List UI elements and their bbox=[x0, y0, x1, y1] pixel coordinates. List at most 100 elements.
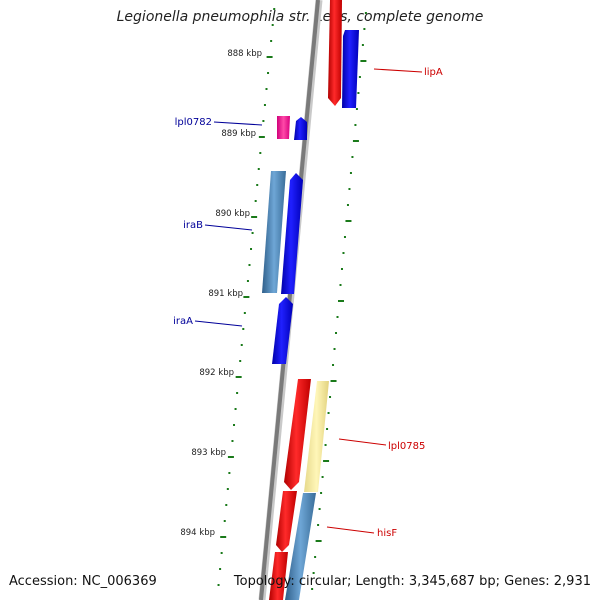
tick-mark bbox=[343, 236, 346, 238]
tick-mark bbox=[333, 348, 336, 350]
tick-mark bbox=[239, 360, 242, 362]
kbp-label-888: 888 kbp bbox=[227, 49, 262, 59]
tick-mark bbox=[231, 440, 234, 442]
tick-mark bbox=[251, 232, 254, 234]
tick-mark bbox=[223, 520, 226, 522]
tick-mark bbox=[326, 428, 329, 430]
tick-mark bbox=[330, 380, 337, 382]
tick-mark bbox=[270, 40, 273, 42]
tick-mark bbox=[227, 456, 234, 458]
tick-mark bbox=[314, 556, 317, 558]
gene-lpl0785[interactable] bbox=[304, 381, 329, 492]
tick-mark bbox=[335, 332, 338, 334]
tick-mark bbox=[363, 28, 366, 30]
tick-mark bbox=[243, 296, 250, 298]
gene-small-blue[interactable] bbox=[294, 117, 307, 140]
genome-backbone bbox=[259, 0, 320, 600]
tick-mark bbox=[273, 8, 276, 10]
leader-iraA bbox=[194, 320, 243, 327]
topology-summary: Topology: circular; Length: 3,345,687 bp… bbox=[233, 574, 591, 589]
leader-lipA bbox=[373, 68, 423, 73]
tick-mark bbox=[235, 376, 242, 378]
gene-iraB[interactable] bbox=[262, 171, 286, 293]
tick-mark bbox=[338, 300, 344, 302]
tick-marks bbox=[217, 8, 367, 590]
tick-mark bbox=[263, 104, 266, 106]
tick-mark bbox=[336, 316, 339, 318]
tick-mark bbox=[355, 108, 358, 110]
tick-mark bbox=[349, 172, 352, 174]
tick-mark bbox=[219, 568, 222, 570]
tick-mark bbox=[320, 492, 323, 494]
tick-mark bbox=[312, 572, 315, 574]
tick-mark bbox=[342, 252, 345, 254]
gene-label-lpl0782[interactable]: lpl0782 bbox=[175, 117, 212, 128]
gene-label-lpl0785[interactable]: lpl0785 bbox=[388, 441, 425, 452]
kbp-label-892: 892 kbp bbox=[199, 368, 234, 378]
tick-mark bbox=[271, 24, 274, 26]
tick-mark bbox=[262, 120, 265, 122]
gene-iraA[interactable] bbox=[272, 297, 293, 364]
kbp-label-890: 890 kbp bbox=[215, 209, 250, 219]
leader-iraB bbox=[204, 224, 253, 231]
tick-mark bbox=[246, 280, 249, 282]
tick-mark bbox=[251, 216, 258, 218]
tick-mark bbox=[266, 56, 273, 58]
tick-mark bbox=[217, 584, 220, 586]
tick-mark bbox=[258, 136, 265, 138]
gene-lpl0782[interactable] bbox=[277, 116, 290, 139]
tick-mark bbox=[233, 424, 236, 426]
gene-lipA[interactable] bbox=[342, 30, 359, 108]
leader-hisF bbox=[326, 526, 375, 534]
tick-mark bbox=[339, 284, 342, 286]
gene-red-lower[interactable] bbox=[284, 379, 311, 490]
gene-iraB-blue[interactable] bbox=[281, 173, 303, 294]
gene-label-iraA[interactable]: iraA bbox=[173, 316, 193, 327]
map-title: Legionella pneumophila str. Lens, comple… bbox=[116, 9, 484, 25]
tick-mark bbox=[364, 12, 367, 14]
gene-red-top[interactable] bbox=[328, 0, 342, 106]
tick-mark bbox=[321, 476, 324, 478]
tick-mark bbox=[354, 124, 357, 126]
gene-red-bottom[interactable] bbox=[269, 552, 288, 600]
leader-lpl0782 bbox=[213, 121, 263, 126]
tick-mark bbox=[332, 364, 335, 366]
gene-label-lipA[interactable]: lipA bbox=[424, 67, 443, 78]
tick-mark bbox=[265, 88, 268, 90]
tick-mark bbox=[348, 188, 351, 190]
tick-mark bbox=[324, 444, 327, 446]
tick-mark bbox=[243, 312, 246, 314]
tick-mark bbox=[240, 344, 243, 346]
tick-mark bbox=[323, 460, 330, 462]
tick-mark bbox=[236, 392, 239, 394]
tick-mark bbox=[358, 76, 361, 78]
tick-mark bbox=[226, 488, 229, 490]
tick-mark bbox=[220, 536, 227, 538]
gene-label-hisF[interactable]: hisF bbox=[377, 528, 397, 539]
tick-mark bbox=[315, 540, 322, 542]
tick-mark bbox=[228, 472, 231, 474]
tick-mark bbox=[346, 204, 349, 206]
tick-mark bbox=[259, 152, 262, 154]
tick-mark bbox=[351, 156, 354, 158]
gene-label-iraB[interactable]: iraB bbox=[183, 220, 203, 231]
gene-hisF-neighbor[interactable] bbox=[276, 491, 297, 552]
tick-mark bbox=[329, 396, 332, 398]
tick-mark bbox=[248, 264, 251, 266]
kbp-label-891: 891 kbp bbox=[208, 289, 243, 299]
tick-mark bbox=[225, 504, 228, 506]
tick-mark bbox=[311, 588, 314, 590]
leader-lpl0785 bbox=[338, 438, 387, 446]
kbp-label-894: 894 kbp bbox=[180, 528, 215, 538]
tick-mark bbox=[267, 72, 270, 74]
tick-mark bbox=[257, 168, 260, 170]
tick-mark bbox=[318, 508, 321, 510]
tick-mark bbox=[254, 200, 257, 202]
tick-mark bbox=[327, 412, 330, 414]
gene-hisF[interactable] bbox=[285, 493, 316, 600]
kbp-label-893: 893 kbp bbox=[191, 448, 226, 458]
tick-mark bbox=[357, 92, 360, 94]
tick-mark bbox=[317, 524, 320, 526]
tick-mark bbox=[256, 184, 259, 186]
